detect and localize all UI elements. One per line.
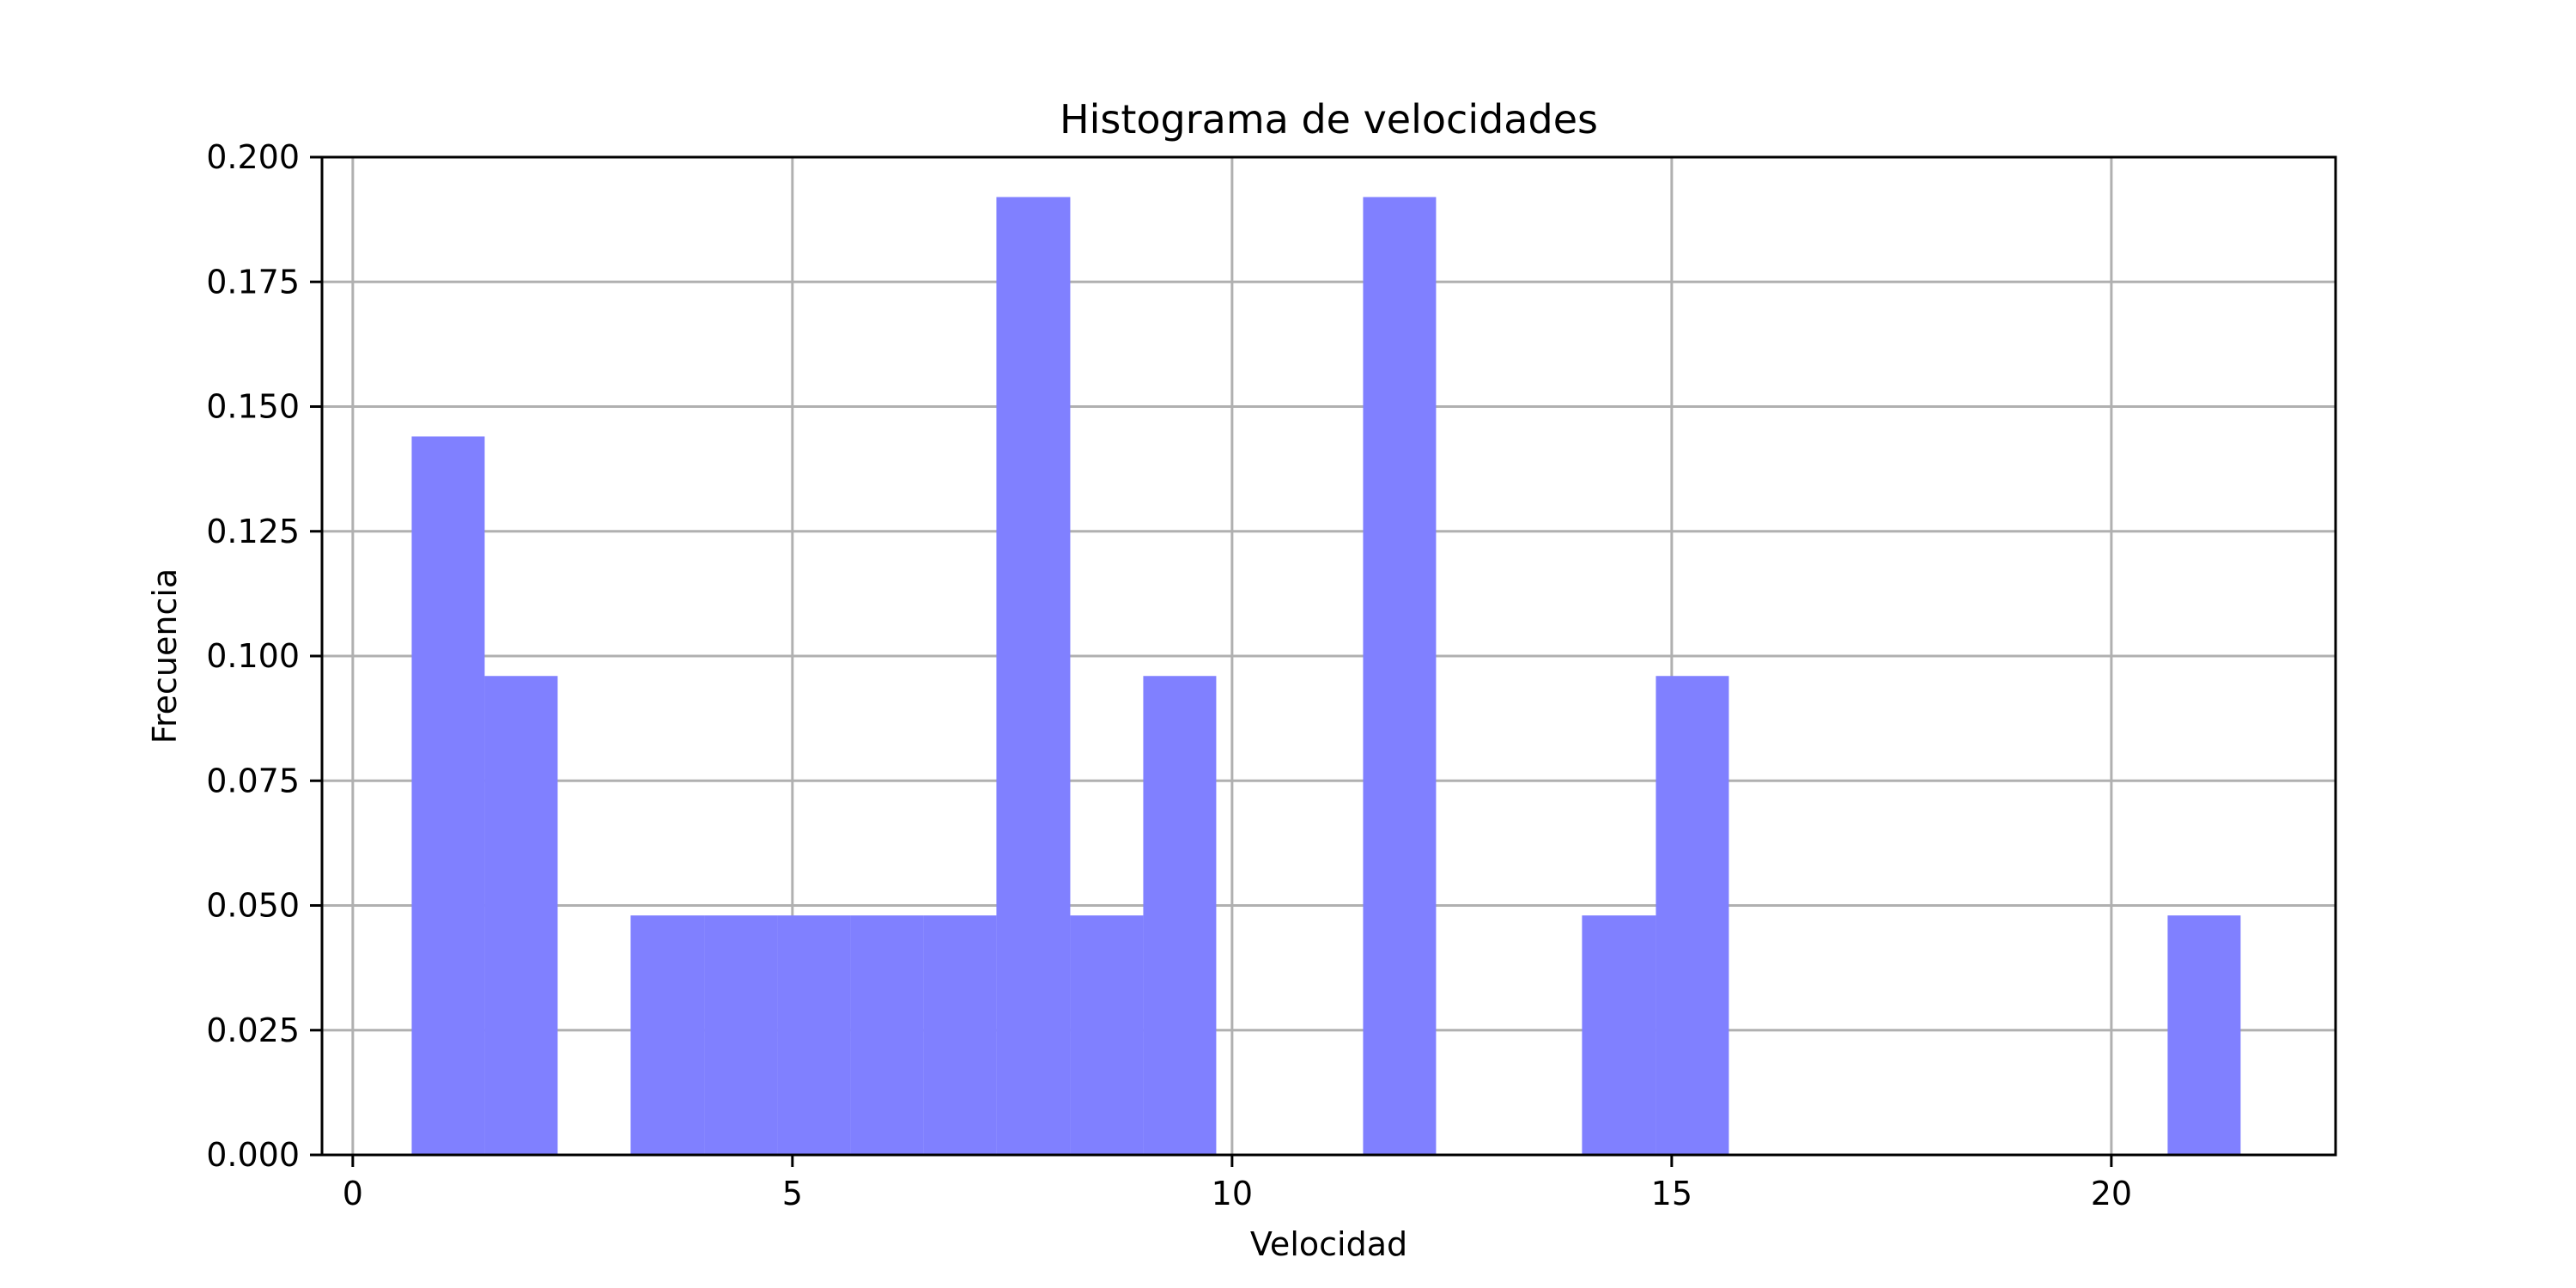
histogram-bar — [411, 436, 485, 1155]
histogram-bar — [1143, 676, 1217, 1155]
y-axis-label: Frecuencia — [146, 568, 184, 744]
histogram-bar — [1363, 197, 1437, 1156]
histogram-bar — [630, 915, 705, 1155]
x-tick-label: 10 — [1212, 1175, 1253, 1212]
y-tick-label: 0.175 — [206, 263, 300, 301]
y-tick-label: 0.050 — [206, 887, 300, 925]
y-tick-label: 0.150 — [206, 388, 300, 426]
histogram-bar — [777, 915, 851, 1155]
y-tick-label: 0.100 — [206, 637, 300, 675]
x-tick-label: 5 — [782, 1175, 803, 1212]
histogram-bars — [411, 197, 2241, 1156]
x-axis-label: Velocidad — [1250, 1225, 1407, 1263]
histogram-bar — [2167, 915, 2241, 1155]
chart-title: Histograma de velocidades — [1060, 96, 1598, 143]
x-tick-label: 0 — [343, 1175, 363, 1212]
histogram-bar — [996, 197, 1071, 1156]
y-tick-label: 0.000 — [206, 1136, 300, 1174]
histogram-bar — [1582, 915, 1656, 1155]
histogram-bar — [484, 676, 558, 1155]
histogram-bar — [1656, 676, 1729, 1155]
y-tick-label: 0.075 — [206, 762, 300, 799]
x-tick-label: 20 — [2091, 1175, 2132, 1212]
y-tick-label: 0.125 — [206, 513, 300, 550]
y-tick-label: 0.025 — [206, 1012, 300, 1049]
axis-ticks: 0 5 10 15 20 0.000 0.025 0.050 0.075 0.100 0.125 0.… — [206, 138, 2132, 1212]
histogram-bar — [850, 915, 924, 1155]
histogram-bar — [1070, 915, 1144, 1155]
histogram-bar — [704, 915, 778, 1155]
histogram-bar — [923, 915, 997, 1155]
y-tick-label: 0.200 — [206, 138, 300, 176]
x-tick-label: 15 — [1651, 1175, 1692, 1212]
